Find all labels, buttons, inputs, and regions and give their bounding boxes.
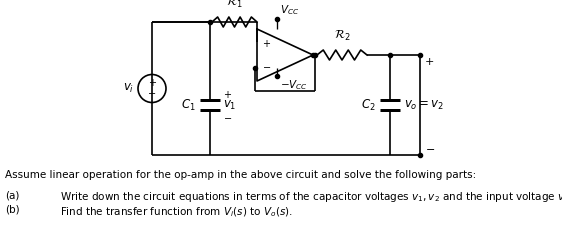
Text: $-$: $-$	[262, 61, 271, 71]
Text: +: +	[223, 90, 231, 100]
Text: (b): (b)	[5, 205, 20, 215]
Text: +: +	[425, 57, 434, 67]
Text: $-$: $-$	[425, 143, 435, 153]
Text: $-$: $-$	[223, 112, 232, 122]
Text: $v_o = v_2$: $v_o = v_2$	[404, 98, 444, 112]
Text: Assume linear operation for the op-amp in the above circuit and solve the follow: Assume linear operation for the op-amp i…	[5, 170, 476, 180]
Text: $\mathcal{R}_1$: $\mathcal{R}_1$	[226, 0, 243, 10]
Text: Find the transfer function from $V_i(s)$ to $V_o(s)$.: Find the transfer function from $V_i(s)$…	[60, 205, 293, 219]
Text: $v_i$: $v_i$	[123, 82, 134, 95]
Text: (a): (a)	[5, 190, 19, 200]
Text: +: +	[262, 39, 270, 49]
Text: −: −	[148, 90, 156, 100]
Text: $V_{CC}$: $V_{CC}$	[280, 3, 299, 17]
Text: $\mathcal{R}_2$: $\mathcal{R}_2$	[334, 28, 350, 43]
Text: $C_1$: $C_1$	[182, 97, 196, 113]
Text: $v_1$: $v_1$	[223, 98, 237, 112]
Text: Write down the circuit equations in terms of the capacitor voltages $v_1, v_2$ a: Write down the circuit equations in term…	[60, 190, 562, 204]
Text: +: +	[148, 78, 156, 88]
Text: $C_2$: $C_2$	[361, 97, 376, 113]
Text: $-V_{CC}$: $-V_{CC}$	[280, 78, 308, 92]
